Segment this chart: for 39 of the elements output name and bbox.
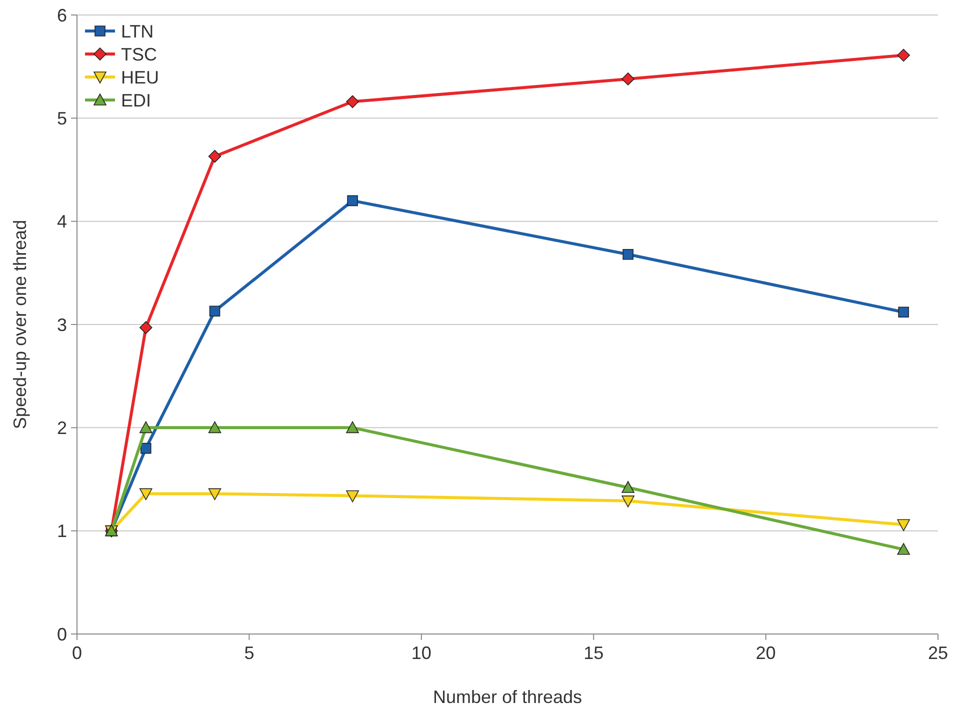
y-tick-label: 6 [56, 5, 67, 26]
x-tick-label: 15 [584, 643, 604, 663]
y-tick-label: 3 [56, 314, 67, 335]
x-tick-label: 5 [244, 643, 254, 663]
point [346, 490, 359, 502]
x-axis-title: Number of threads [432, 687, 582, 707]
point [622, 248, 634, 260]
point [346, 95, 359, 108]
point [209, 306, 220, 316]
point [898, 306, 909, 318]
point [622, 496, 634, 508]
point [897, 543, 910, 555]
y-axis-title: Speed-up over one thread [10, 220, 30, 430]
x-tick-label: 25 [928, 643, 948, 663]
y-tick-label: 1 [56, 521, 67, 542]
x-tick-label: 0 [72, 643, 82, 663]
point [140, 442, 152, 454]
point [208, 421, 222, 434]
legend-label: TSC [121, 44, 157, 64]
y-tick-label: 0 [56, 624, 67, 644]
point [139, 488, 152, 500]
point [139, 421, 152, 434]
point [346, 421, 359, 434]
y-tick-label: 2 [56, 418, 67, 438]
point [208, 150, 222, 163]
x-tick-label: 20 [756, 643, 776, 663]
legend-label: EDI [121, 90, 152, 110]
y-tick-label: 4 [56, 212, 67, 232]
point [208, 488, 222, 500]
point [897, 519, 910, 532]
point [622, 72, 634, 86]
point [897, 48, 910, 62]
x-tick-label: 10 [411, 643, 432, 663]
point [139, 321, 152, 334]
legend-label: LTN [121, 21, 154, 42]
y-tick-label: 5 [56, 108, 67, 128]
point [622, 481, 634, 493]
point [347, 195, 358, 206]
legend-label: HEU [121, 67, 160, 88]
